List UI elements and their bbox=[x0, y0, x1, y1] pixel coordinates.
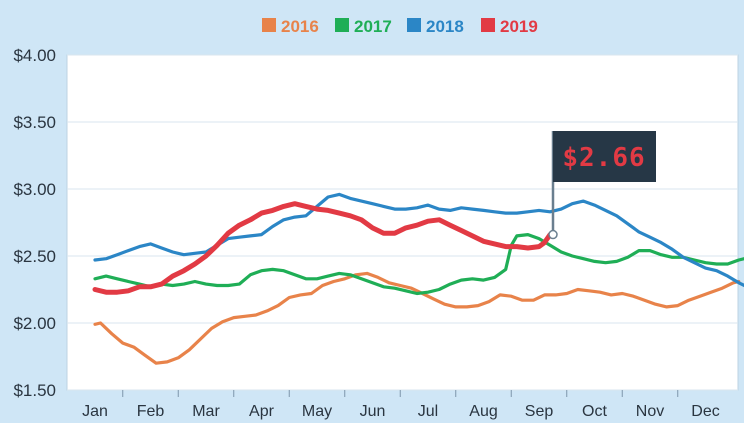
x-tick-label: Oct bbox=[582, 403, 607, 420]
x-tick-label: Aug bbox=[469, 403, 497, 420]
legend-label: 2017 bbox=[354, 17, 392, 36]
x-tick-label: Jul bbox=[418, 403, 438, 420]
legend-swatch bbox=[407, 18, 421, 32]
x-tick-label: Jun bbox=[360, 403, 386, 420]
callout-box bbox=[553, 131, 656, 182]
y-tick-label: $4.00 bbox=[13, 46, 56, 65]
legend-swatch bbox=[481, 18, 495, 32]
series-line-2019 bbox=[92, 201, 553, 295]
x-tick-label: Apr bbox=[249, 403, 275, 420]
x-tick-label: Sep bbox=[525, 403, 554, 420]
y-tick-label: $1.50 bbox=[13, 381, 56, 400]
legend-label: 2016 bbox=[281, 17, 319, 36]
y-tick-label: $3.50 bbox=[13, 113, 56, 132]
y-tick-label: $2.50 bbox=[13, 247, 56, 266]
x-tick-label: Jan bbox=[82, 403, 108, 420]
series-line-2016 bbox=[93, 271, 741, 365]
x-tick-label: Nov bbox=[636, 403, 664, 420]
y-axis-ticks: $4.00 $3.50 $3.00 $2.50 $2.00 $1.50 bbox=[13, 46, 56, 400]
value-callout: $2.66 bbox=[548, 131, 656, 240]
x-axis-ticks: Jan Feb Mar Apr May Jun Jul Aug Sep Oct Nov Dec bbox=[82, 390, 720, 420]
legend-label: 2018 bbox=[426, 17, 464, 36]
series-lines bbox=[92, 192, 744, 365]
series-line-2017 bbox=[93, 233, 744, 296]
series-line-2018 bbox=[93, 192, 744, 288]
x-tick-label: May bbox=[302, 403, 332, 420]
plot-area bbox=[66, 54, 739, 391]
y-tick-label: $3.00 bbox=[13, 180, 56, 199]
legend-swatch bbox=[335, 18, 349, 32]
x-tick-label: Dec bbox=[691, 403, 719, 420]
grid-lines bbox=[67, 54, 738, 391]
y-tick-label: $2.00 bbox=[13, 314, 56, 333]
x-tick-label: Mar bbox=[192, 403, 220, 420]
legend-label: 2019 bbox=[500, 17, 538, 36]
legend: 2016 2017 2018 2019 bbox=[262, 17, 538, 36]
x-tick-label: Feb bbox=[137, 403, 165, 420]
legend-swatch bbox=[262, 18, 276, 32]
callout-marker bbox=[548, 229, 558, 240]
callout-label: $2.66 bbox=[562, 143, 645, 173]
